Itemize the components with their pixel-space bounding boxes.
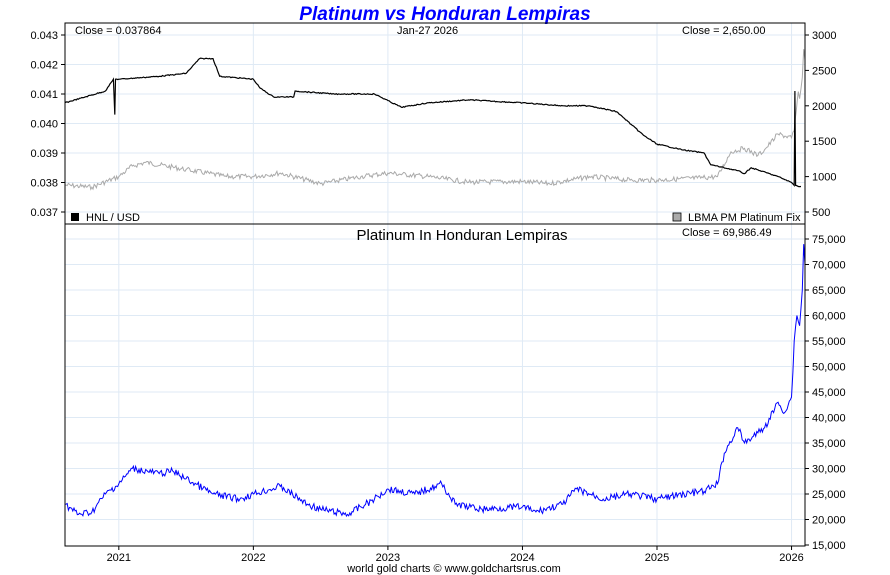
x-tick-label: 2024 — [510, 552, 534, 564]
left-tick-label: 0.043 — [30, 30, 58, 42]
x-tick-label: 2023 — [376, 552, 400, 564]
x-tick-label: 2021 — [107, 552, 131, 564]
legend-platinum: LBMA PM Platinum Fix — [688, 212, 801, 224]
x-tick-label: 2026 — [779, 552, 803, 564]
x-tick-label: 2025 — [645, 552, 669, 564]
date-label: Jan-27 2026 — [397, 25, 458, 37]
hnl-usd-line — [64, 57, 802, 188]
right-tick-label: 35,000 — [812, 438, 846, 450]
x-tick-label: 2022 — [241, 552, 265, 564]
close-platinum-usd-label: Close = 2,650.00 — [682, 25, 765, 37]
right-tick-label: 3000 — [812, 30, 836, 42]
lower-panel-frame — [64, 223, 806, 547]
left-tick-label: 0.037 — [30, 207, 58, 219]
right-tick-label: 45,000 — [812, 387, 846, 399]
left-tick-label: 0.042 — [30, 60, 58, 72]
right-tick-label: 55,000 — [812, 336, 846, 348]
close-lempira-label: Close = 69,986.49 — [682, 227, 772, 239]
left-tick-label: 0.040 — [30, 119, 58, 131]
right-tick-label: 70,000 — [812, 260, 846, 272]
right-tick-label: 60,000 — [812, 311, 846, 323]
chart-title: Platinum vs Honduran Lempiras — [299, 4, 590, 25]
lower-panel-title: Platinum In Honduran Lempiras — [357, 227, 568, 244]
right-tick-label: 75,000 — [812, 234, 846, 246]
right-tick-label: 1500 — [812, 136, 836, 148]
footer-credit: world gold charts © www.goldchartsrus.co… — [346, 563, 561, 575]
right-tick-label: 2000 — [812, 101, 836, 113]
legend-platinum-swatch — [672, 212, 682, 222]
right-tick-label: 500 — [812, 207, 830, 219]
left-tick-label: 0.039 — [30, 148, 58, 160]
legend-hnl: HNL / USD — [86, 212, 140, 224]
close-hnl-label: Close = 0.037864 — [75, 25, 162, 37]
right-tick-label: 65,000 — [812, 285, 846, 297]
right-tick-label: 15,000 — [812, 540, 846, 552]
platinum-usd-line — [65, 49, 806, 191]
left-tick-label: 0.038 — [30, 178, 58, 190]
right-tick-label: 50,000 — [812, 362, 846, 374]
right-tick-label: 25,000 — [812, 489, 846, 501]
right-tick-label: 1000 — [812, 172, 836, 184]
left-tick-label: 0.041 — [30, 89, 58, 101]
legend-hnl-swatch — [71, 213, 79, 221]
right-tick-label: 20,000 — [812, 515, 846, 527]
platinum-lempira-line — [64, 244, 806, 518]
right-tick-label: 30,000 — [812, 464, 846, 476]
right-tick-label: 40,000 — [812, 413, 846, 425]
right-tick-label: 2500 — [812, 65, 836, 77]
